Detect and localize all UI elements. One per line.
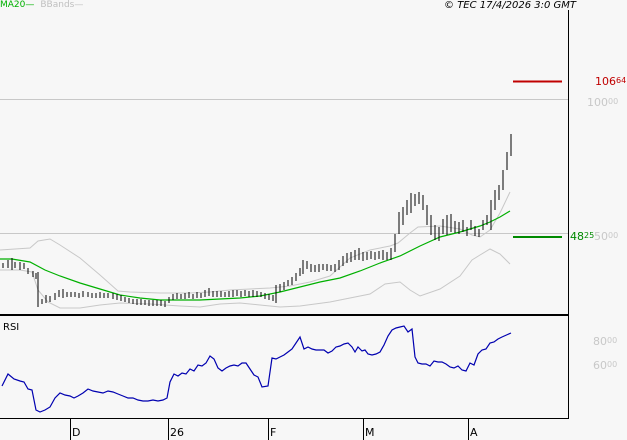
- support-label: 4825: [570, 230, 595, 243]
- x-label-december: D: [72, 426, 81, 439]
- rsi-line: [1, 325, 512, 413]
- x-label-2026: 26: [170, 426, 184, 439]
- legend-bbands: BBands—: [40, 0, 84, 10]
- rsi-tick-80: 8000: [593, 335, 618, 348]
- ma20-line: [0, 210, 511, 301]
- legend-ma20: MA20—: [0, 0, 35, 10]
- x-axis-ticks: [70, 419, 469, 440]
- bband-upper-line: [0, 191, 511, 294]
- y-tick-100: 10000: [587, 96, 619, 109]
- y-tick-50: 5000: [594, 230, 619, 243]
- rsi-panel-title: RSI: [3, 322, 20, 333]
- bband-lower-line: [0, 248, 511, 309]
- rsi-tick-60: 6000: [593, 359, 618, 372]
- copyright-timestamp: © TEC 17/4/2026 3:0 GMT: [444, 0, 576, 11]
- x-label-march: M: [365, 426, 375, 439]
- x-label-february: F: [270, 426, 277, 439]
- chart-legend: MA20— BBands—: [0, 0, 83, 11]
- price-bars: [2, 134, 512, 307]
- x-label-april: A: [470, 426, 478, 439]
- resistance-label: 10664: [595, 75, 627, 88]
